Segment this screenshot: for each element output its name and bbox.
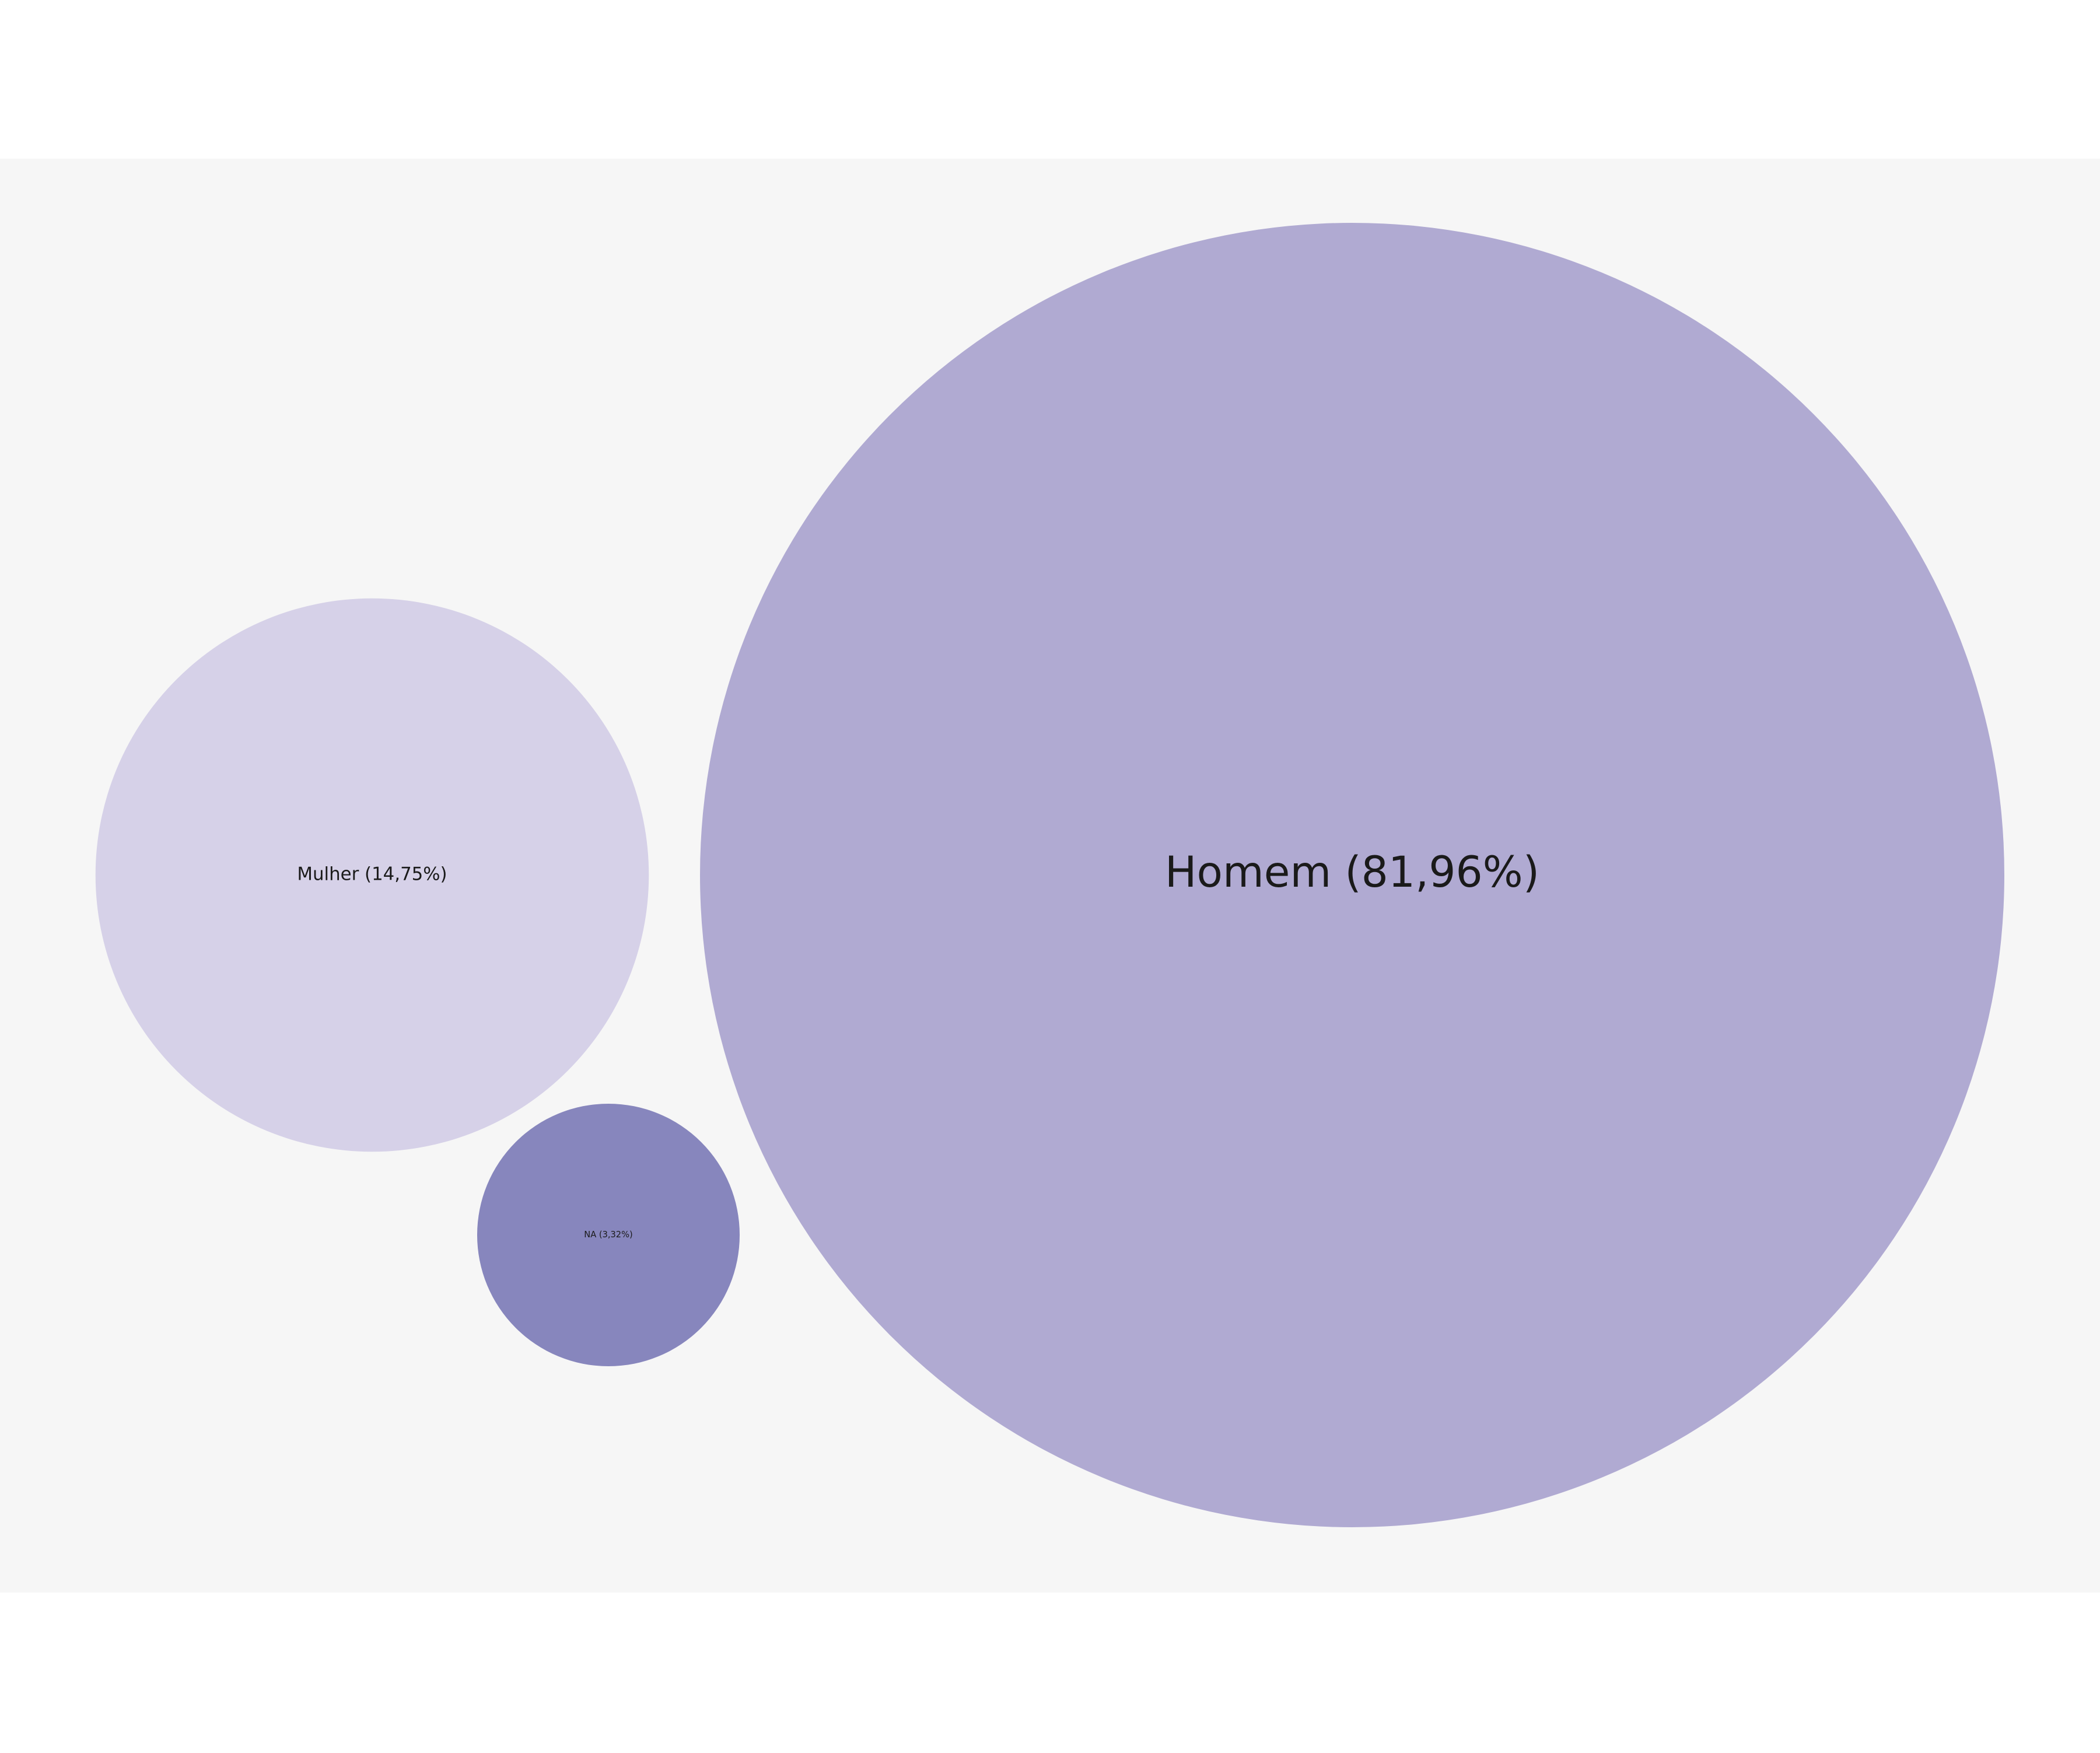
bubble-2[interactable] [477, 1103, 740, 1367]
bubble-0[interactable] [700, 223, 2004, 1527]
bubble-label-0: Homem (81,96%) [1165, 848, 1539, 897]
bubble-label-2: NA (3,32%) [584, 1230, 632, 1240]
bubble-1[interactable] [95, 598, 649, 1152]
bubble-label-1: Mulher (14,75%) [297, 864, 447, 885]
bubbles-layer: Homem (81,96%) Mulher (14,75%) NA (3,32%) [95, 223, 2004, 1527]
